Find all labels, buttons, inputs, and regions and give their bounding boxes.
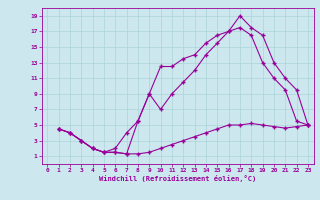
X-axis label: Windchill (Refroidissement éolien,°C): Windchill (Refroidissement éolien,°C) (99, 175, 256, 182)
